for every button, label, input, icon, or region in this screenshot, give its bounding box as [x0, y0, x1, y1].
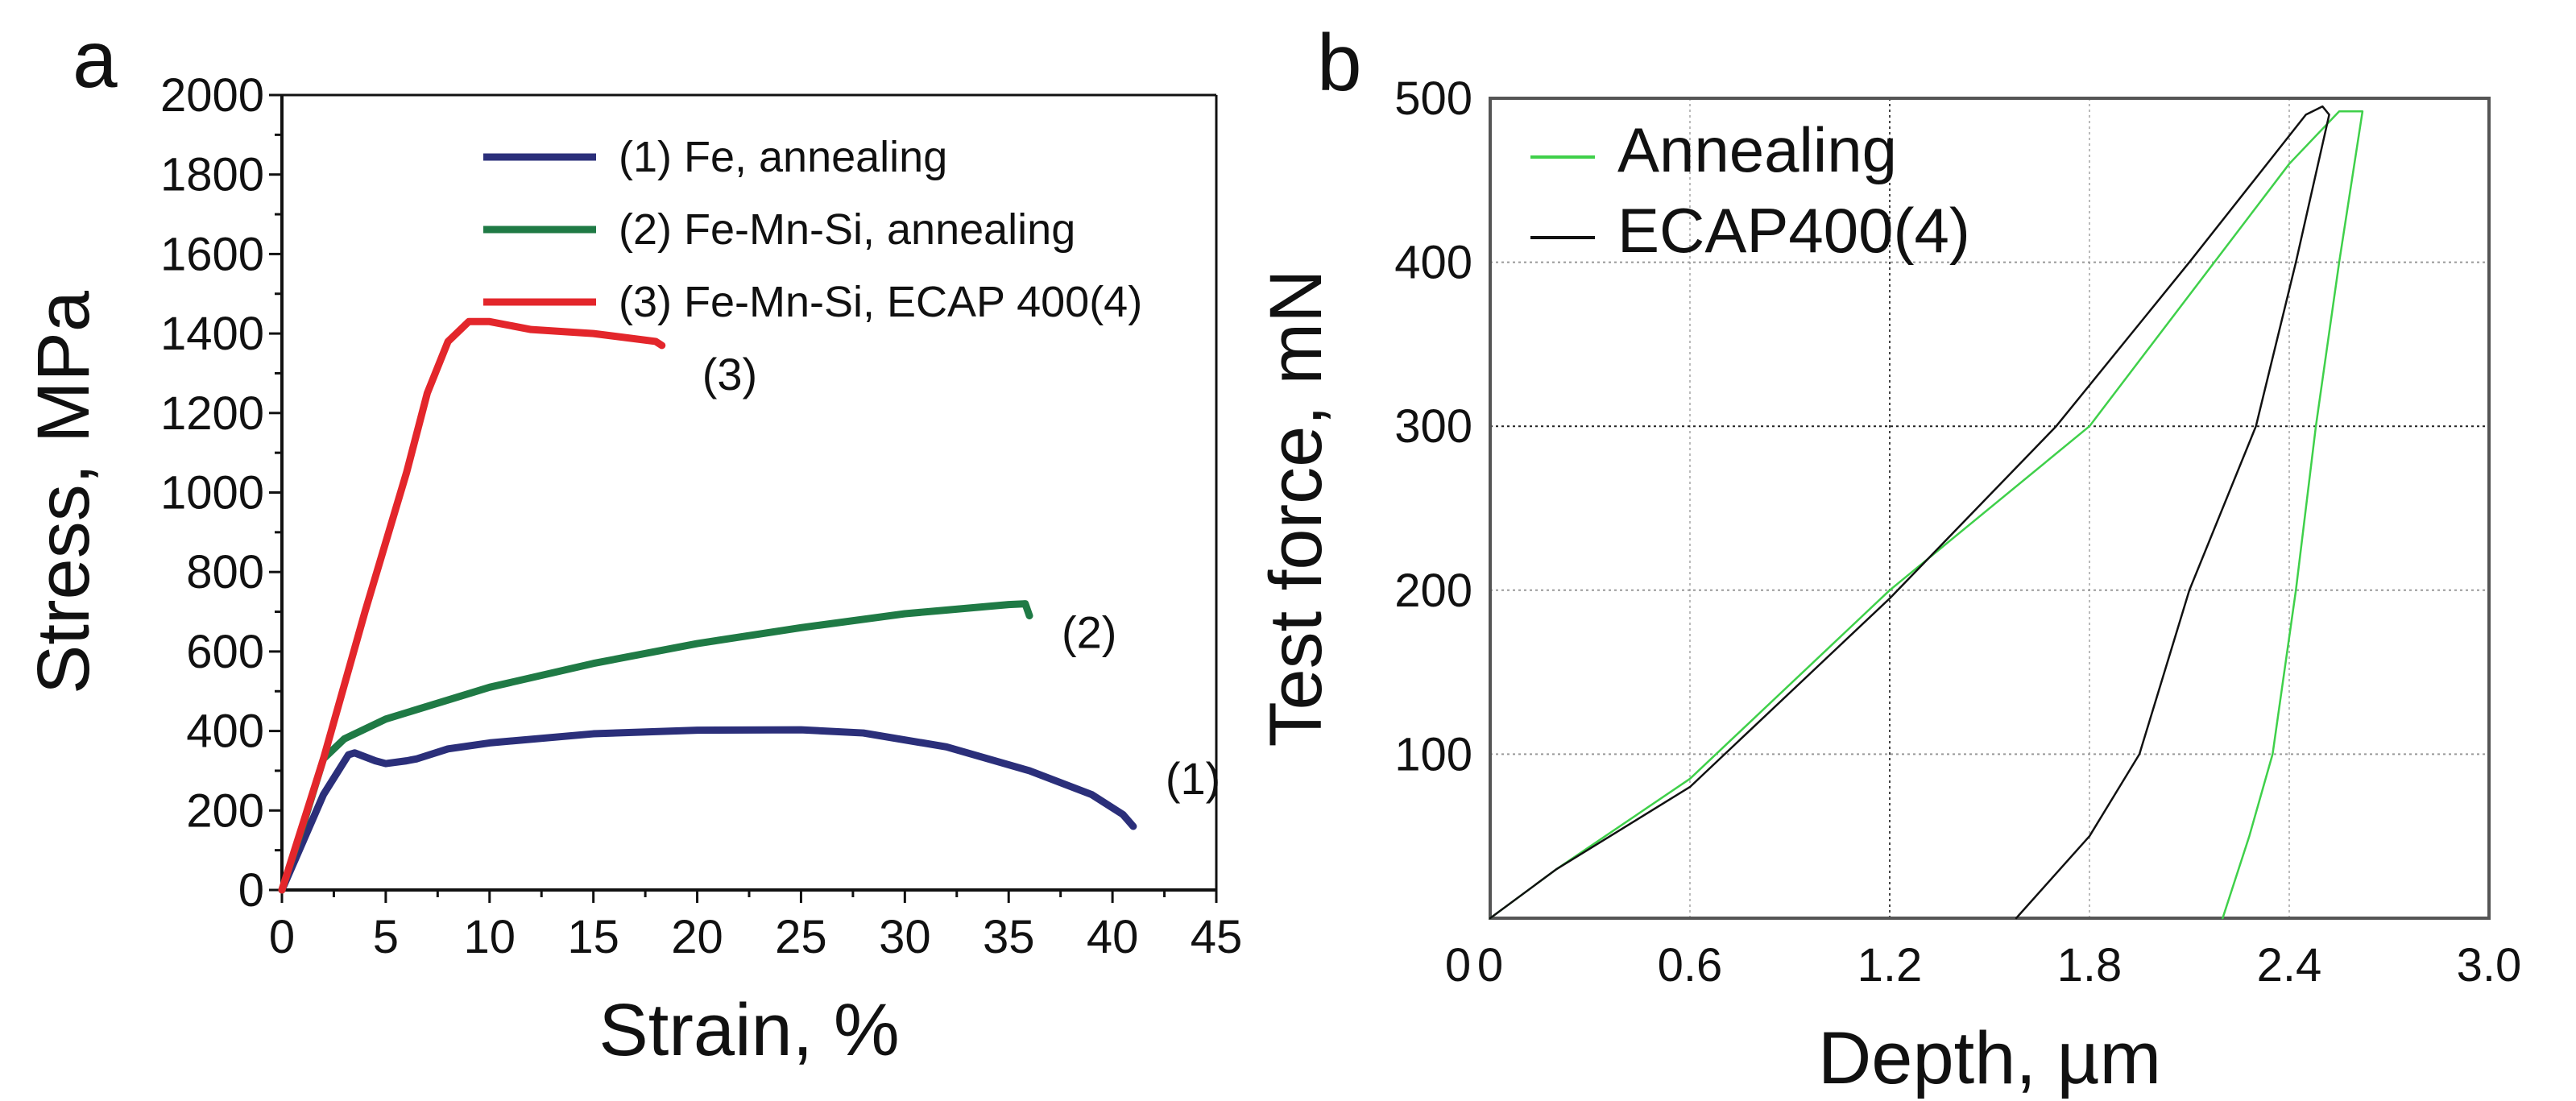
legend-label: (1) Fe, annealing — [619, 133, 947, 181]
y-tick-label: 200 — [186, 784, 264, 837]
y-tick-label: 800 — [186, 546, 264, 598]
series-line-3 — [278, 317, 666, 894]
y-tick-label: 100 — [1394, 728, 1472, 780]
x-tick-label: 10 — [464, 911, 516, 963]
panel-b-force-depth: 0 0.6 1.2 1.8 2.4 3.0 100 200 300 400 500 0 Depth, µ… — [1255, 18, 2521, 1099]
x-tick-label: 20 — [671, 911, 723, 963]
x-tick-label: 45 — [1191, 911, 1243, 963]
y-tick-label: 200 — [1394, 565, 1472, 617]
x-tick-label: 5 — [373, 911, 399, 963]
y-tick-label: 0 — [238, 864, 264, 917]
y-tick-label-zero: 0 — [1445, 939, 1471, 991]
x-tick-label: 40 — [1087, 911, 1139, 963]
series-line-1 — [1489, 110, 2364, 920]
y-tick-label: 1600 — [160, 228, 264, 280]
x-tick-label: 0.6 — [1658, 939, 1723, 991]
x-tick-label: 15 — [567, 911, 619, 963]
series-line-2 — [1489, 105, 2330, 920]
y-tick-label: 300 — [1394, 400, 1472, 453]
x-tick-label: 0 — [269, 911, 295, 963]
x-tick-label: 1.2 — [1857, 939, 1923, 991]
x-tick-label: 30 — [879, 911, 931, 963]
y-tick-label: 1000 — [160, 467, 264, 519]
x-axis-label: Strain, % — [598, 989, 899, 1071]
y-tick-label: 600 — [186, 626, 264, 678]
series-end-label: (1) — [1166, 753, 1220, 804]
legend-label: (2) Fe-Mn-Si, annealing — [619, 205, 1075, 254]
series-line-2 — [278, 600, 1033, 894]
y-tick-label: 500 — [1394, 72, 1472, 125]
legend-label: ECAP400(4) — [1617, 195, 1970, 266]
x-tick-label: 1.8 — [2057, 939, 2123, 991]
y-tick-label: 1400 — [160, 308, 264, 360]
x-tick-label: 2.4 — [2257, 939, 2322, 991]
y-tick-label: 2000 — [160, 69, 264, 122]
y-tick-label: 400 — [1394, 237, 1472, 289]
series-end-label: (2) — [1062, 606, 1116, 657]
x-axis-label: Depth, µm — [1818, 1017, 2161, 1099]
y-tick-label: 1200 — [160, 387, 264, 440]
x-tick-label: 0 — [1477, 939, 1503, 991]
y-tick-label: 400 — [186, 706, 264, 758]
panel-label: a — [72, 14, 118, 105]
y-axis-label: Test force, mN — [1255, 269, 1337, 747]
plot-frame — [1489, 97, 2491, 920]
legend-label: (3) Fe-Mn-Si, ECAP 400(4) — [619, 278, 1142, 326]
y-tick-label: 1800 — [160, 149, 264, 201]
series-end-label: (3) — [702, 349, 757, 399]
x-tick-label: 35 — [983, 911, 1035, 963]
panel-a-stress-strain: 0 5 10 15 20 25 30 35 40 45 0 200 400 600 800 1000 1200 1… — [23, 14, 1242, 1071]
panel-label: b — [1317, 18, 1362, 108]
x-tick-label: 3.0 — [2457, 939, 2522, 991]
legend-label: Annealing — [1617, 114, 1897, 185]
x-tick-label: 25 — [775, 911, 827, 963]
y-axis-label: Stress, MPa — [23, 290, 105, 694]
series-line-1 — [278, 726, 1137, 894]
